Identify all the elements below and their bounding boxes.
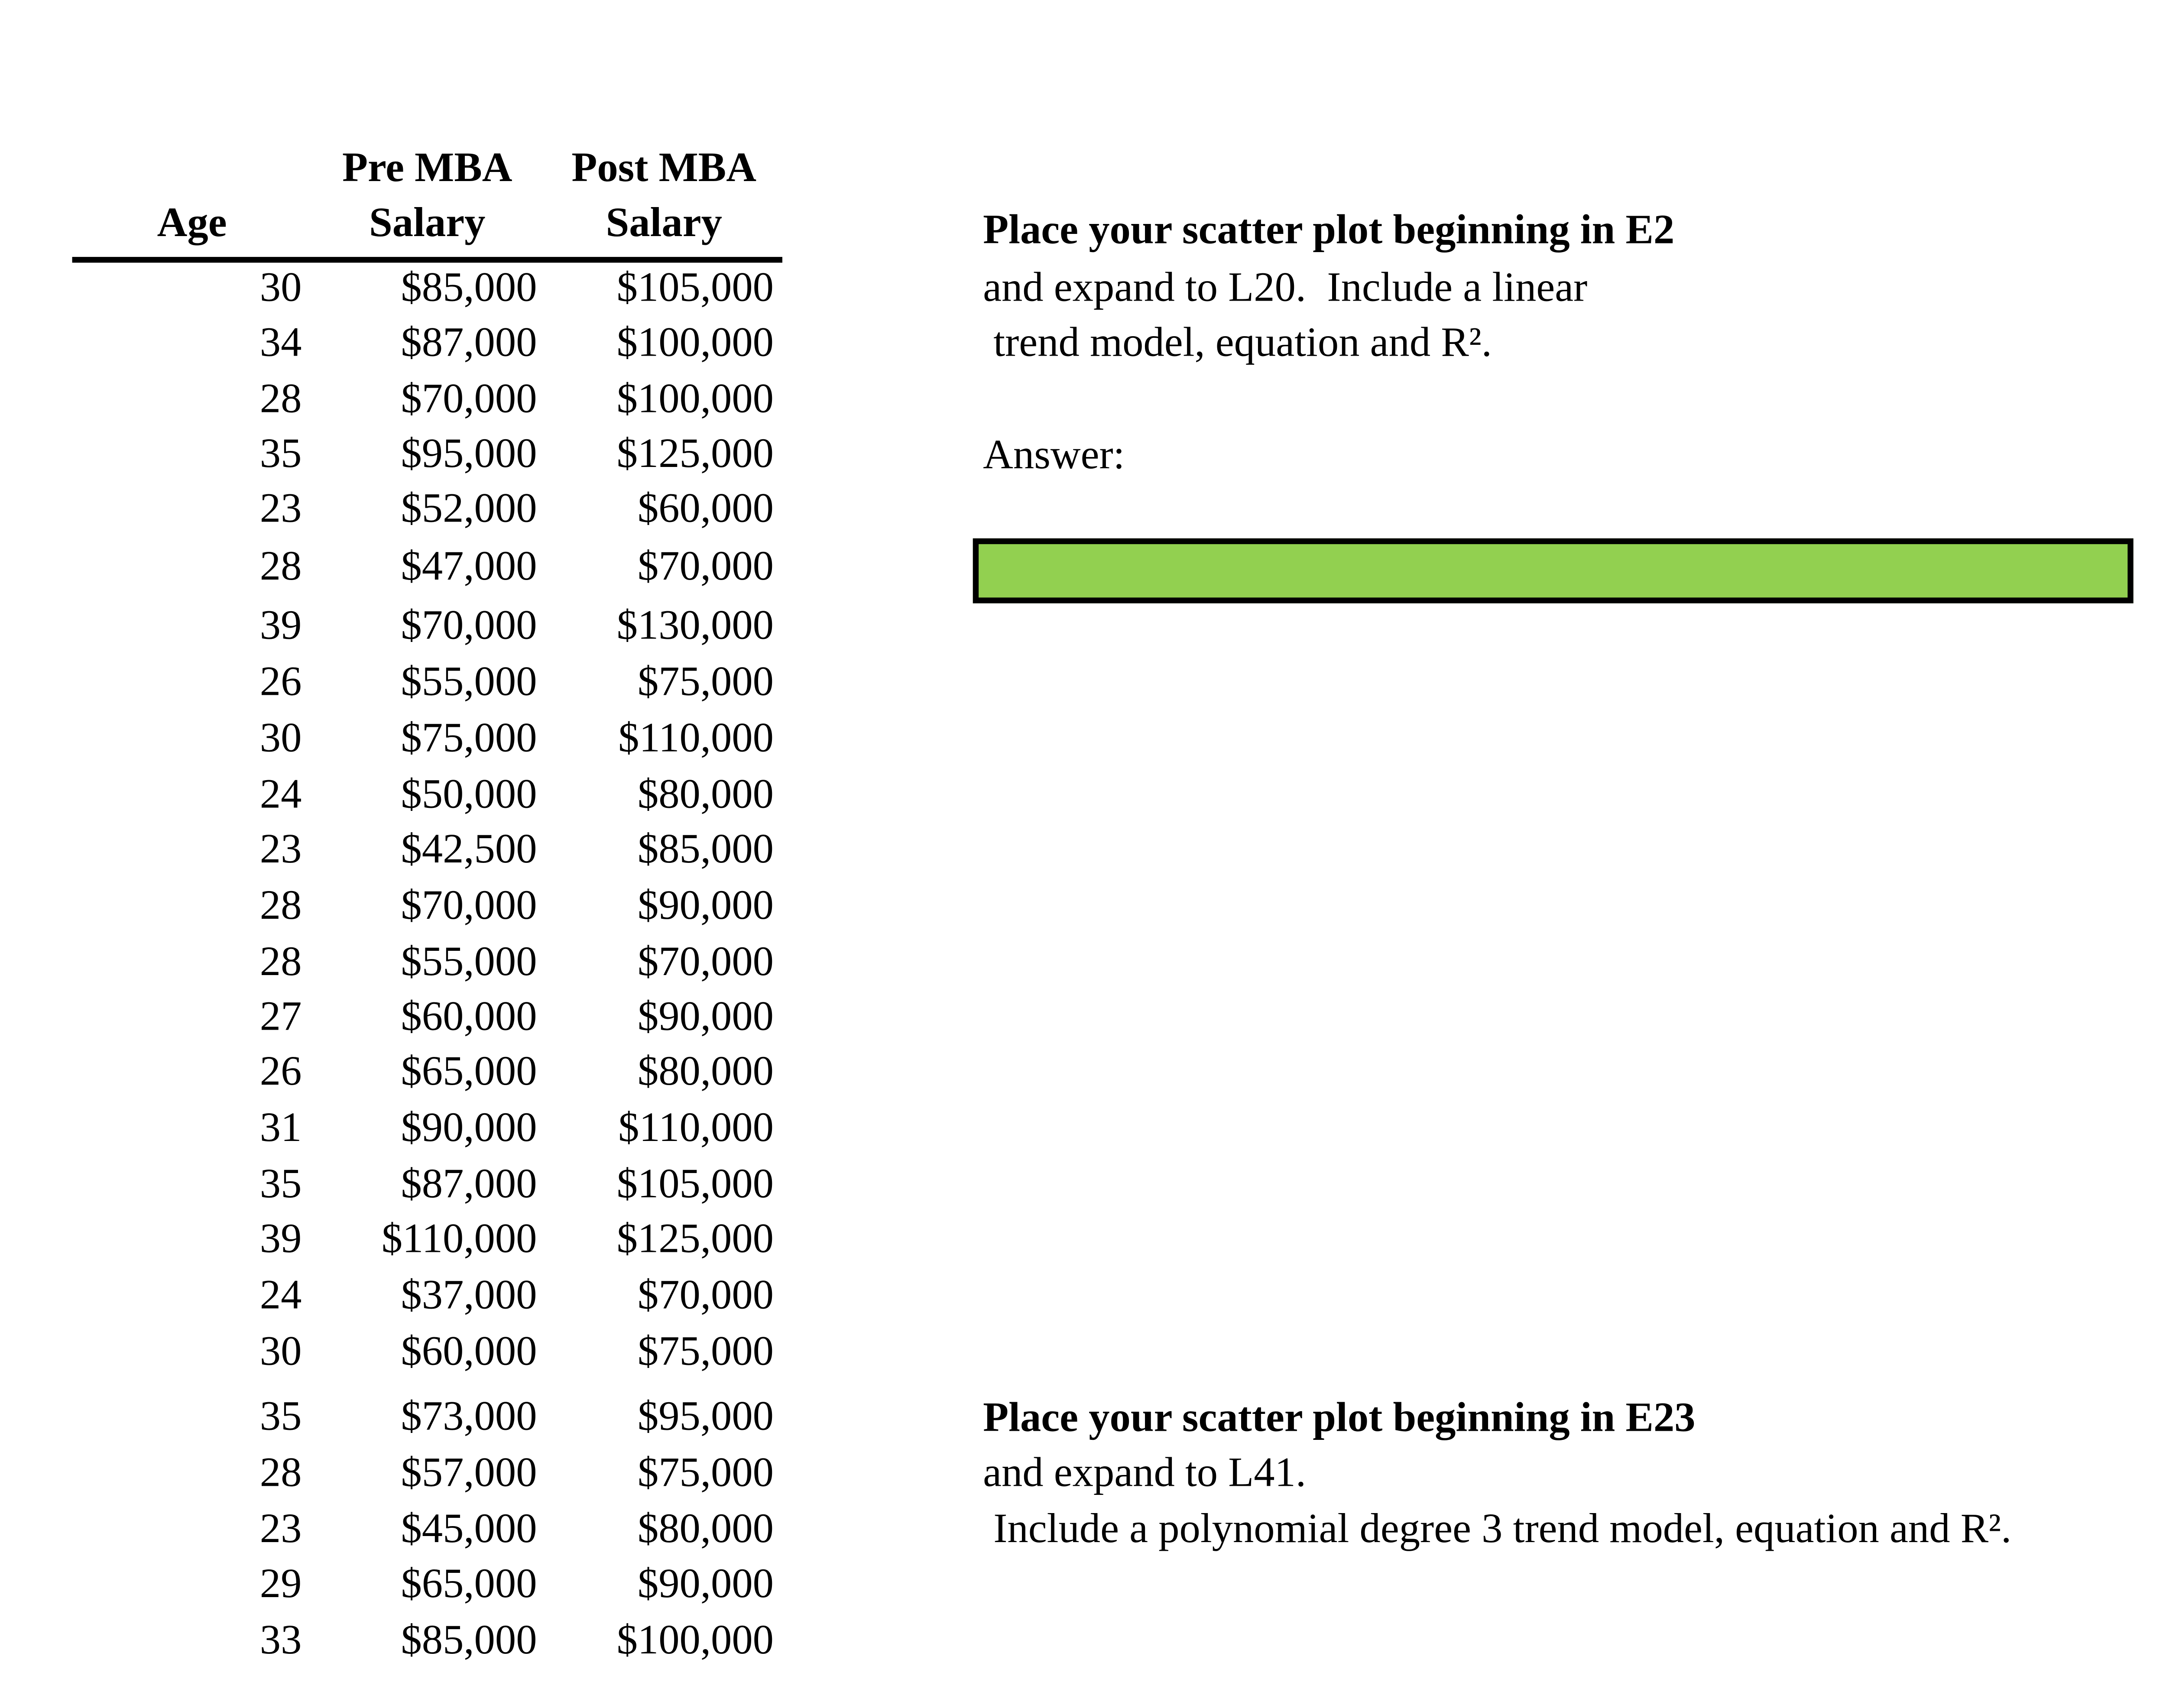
pre-mba-salary-cell: $50,000: [401, 771, 537, 818]
pre-mba-salary-cell: $70,000: [401, 882, 537, 929]
pre-mba-salary-cell: $55,000: [401, 939, 537, 985]
header-post-mba-line2: Salary: [606, 200, 722, 246]
age-cell: 39: [259, 1216, 302, 1262]
pre-mba-salary-cell: $60,000: [401, 1329, 537, 1375]
post-mba-salary-cell: $105,000: [616, 1161, 774, 1208]
post-mba-salary-cell: $125,000: [616, 1216, 774, 1262]
age-cell: 35: [259, 1394, 302, 1440]
age-cell: 27: [259, 994, 302, 1040]
post-mba-salary-cell: $90,000: [637, 1561, 774, 1608]
pre-mba-salary-cell: $37,000: [401, 1272, 537, 1319]
pre-mba-salary-cell: $85,000: [401, 1617, 537, 1664]
post-mba-salary-cell: $110,000: [618, 715, 774, 762]
age-cell: 28: [259, 939, 302, 985]
age-cell: 23: [259, 486, 302, 532]
post-mba-salary-cell: $80,000: [637, 1506, 774, 1552]
age-cell: 28: [259, 1449, 302, 1496]
header-rule: [72, 257, 782, 263]
pre-mba-salary-cell: $45,000: [401, 1506, 537, 1552]
instructions1-line3: trend model, equation and R².: [983, 320, 1492, 366]
pre-mba-salary-cell: $70,000: [401, 603, 537, 649]
age-cell: 23: [259, 1506, 302, 1552]
pre-mba-salary-cell: $55,000: [401, 659, 537, 705]
header-pre-mba-line2: Salary: [369, 200, 486, 246]
pre-mba-salary-cell: $60,000: [401, 994, 537, 1040]
age-cell: 34: [259, 320, 302, 366]
instructions2-line2: and expand to L41.: [983, 1449, 1307, 1496]
post-mba-salary-cell: $105,000: [616, 265, 774, 311]
post-mba-salary-cell: $85,000: [637, 826, 774, 873]
post-mba-salary-cell: $75,000: [637, 1329, 774, 1375]
pre-mba-salary-cell: $42,500: [401, 826, 537, 873]
age-cell: 35: [259, 1161, 302, 1208]
pre-mba-salary-cell: $70,000: [401, 376, 537, 422]
pre-mba-salary-cell: $52,000: [401, 486, 537, 532]
pre-mba-salary-cell: $95,000: [401, 431, 537, 477]
pre-mba-salary-cell: $87,000: [401, 320, 537, 366]
post-mba-salary-cell: $100,000: [616, 320, 774, 366]
post-mba-salary-cell: $100,000: [616, 1617, 774, 1664]
pre-mba-salary-cell: $110,000: [381, 1216, 537, 1262]
post-mba-salary-cell: $75,000: [637, 659, 774, 705]
instructions2-line3: Include a polynomial degree 3 trend mode…: [983, 1506, 2012, 1552]
age-cell: 28: [259, 543, 302, 590]
age-cell: 39: [259, 603, 302, 649]
answer-label: Answer:: [983, 432, 1125, 479]
pre-mba-salary-cell: $73,000: [401, 1394, 537, 1440]
pre-mba-salary-cell: $87,000: [401, 1161, 537, 1208]
post-mba-salary-cell: $110,000: [618, 1105, 774, 1151]
instructions1-title: Place your scatter plot beginning in E2: [983, 207, 1675, 253]
post-mba-salary-cell: $70,000: [637, 543, 774, 590]
pre-mba-salary-cell: $75,000: [401, 715, 537, 762]
header-age: Age: [157, 200, 227, 246]
pre-mba-salary-cell: $90,000: [401, 1105, 537, 1151]
post-mba-salary-cell: $125,000: [616, 431, 774, 477]
age-cell: 28: [259, 376, 302, 422]
age-cell: 35: [259, 431, 302, 477]
pre-mba-salary-cell: $85,000: [401, 265, 537, 311]
answer-cell[interactable]: [973, 538, 2134, 603]
age-cell: 26: [259, 659, 302, 705]
age-cell: 26: [259, 1048, 302, 1095]
age-cell: 28: [259, 882, 302, 929]
pre-mba-salary-cell: $47,000: [401, 543, 537, 590]
post-mba-salary-cell: $75,000: [637, 1449, 774, 1496]
age-cell: 24: [259, 771, 302, 818]
post-mba-salary-cell: $70,000: [637, 1272, 774, 1319]
age-cell: 23: [259, 826, 302, 873]
post-mba-salary-cell: $90,000: [637, 882, 774, 929]
age-cell: 29: [259, 1561, 302, 1608]
age-cell: 33: [259, 1617, 302, 1664]
post-mba-salary-cell: $90,000: [637, 994, 774, 1040]
age-cell: 31: [259, 1105, 302, 1151]
post-mba-salary-cell: $95,000: [637, 1394, 774, 1440]
post-mba-salary-cell: $80,000: [637, 771, 774, 818]
post-mba-salary-cell: $60,000: [637, 486, 774, 532]
age-cell: 24: [259, 1272, 302, 1319]
pre-mba-salary-cell: $65,000: [401, 1561, 537, 1608]
post-mba-salary-cell: $70,000: [637, 939, 774, 985]
header-post-mba-line1: Post MBA: [571, 145, 757, 191]
post-mba-salary-cell: $130,000: [616, 603, 774, 649]
age-cell: 30: [259, 265, 302, 311]
age-cell: 30: [259, 1329, 302, 1375]
instructions1-line2: and expand to L20. Include a linear: [983, 265, 1588, 311]
header-pre-mba-line1: Pre MBA: [342, 145, 512, 191]
post-mba-salary-cell: $100,000: [616, 376, 774, 422]
instructions2-title: Place your scatter plot beginning in E23: [983, 1395, 1696, 1442]
post-mba-salary-cell: $80,000: [637, 1048, 774, 1095]
age-cell: 30: [259, 715, 302, 762]
pre-mba-salary-cell: $57,000: [401, 1449, 537, 1496]
pre-mba-salary-cell: $65,000: [401, 1048, 537, 1095]
